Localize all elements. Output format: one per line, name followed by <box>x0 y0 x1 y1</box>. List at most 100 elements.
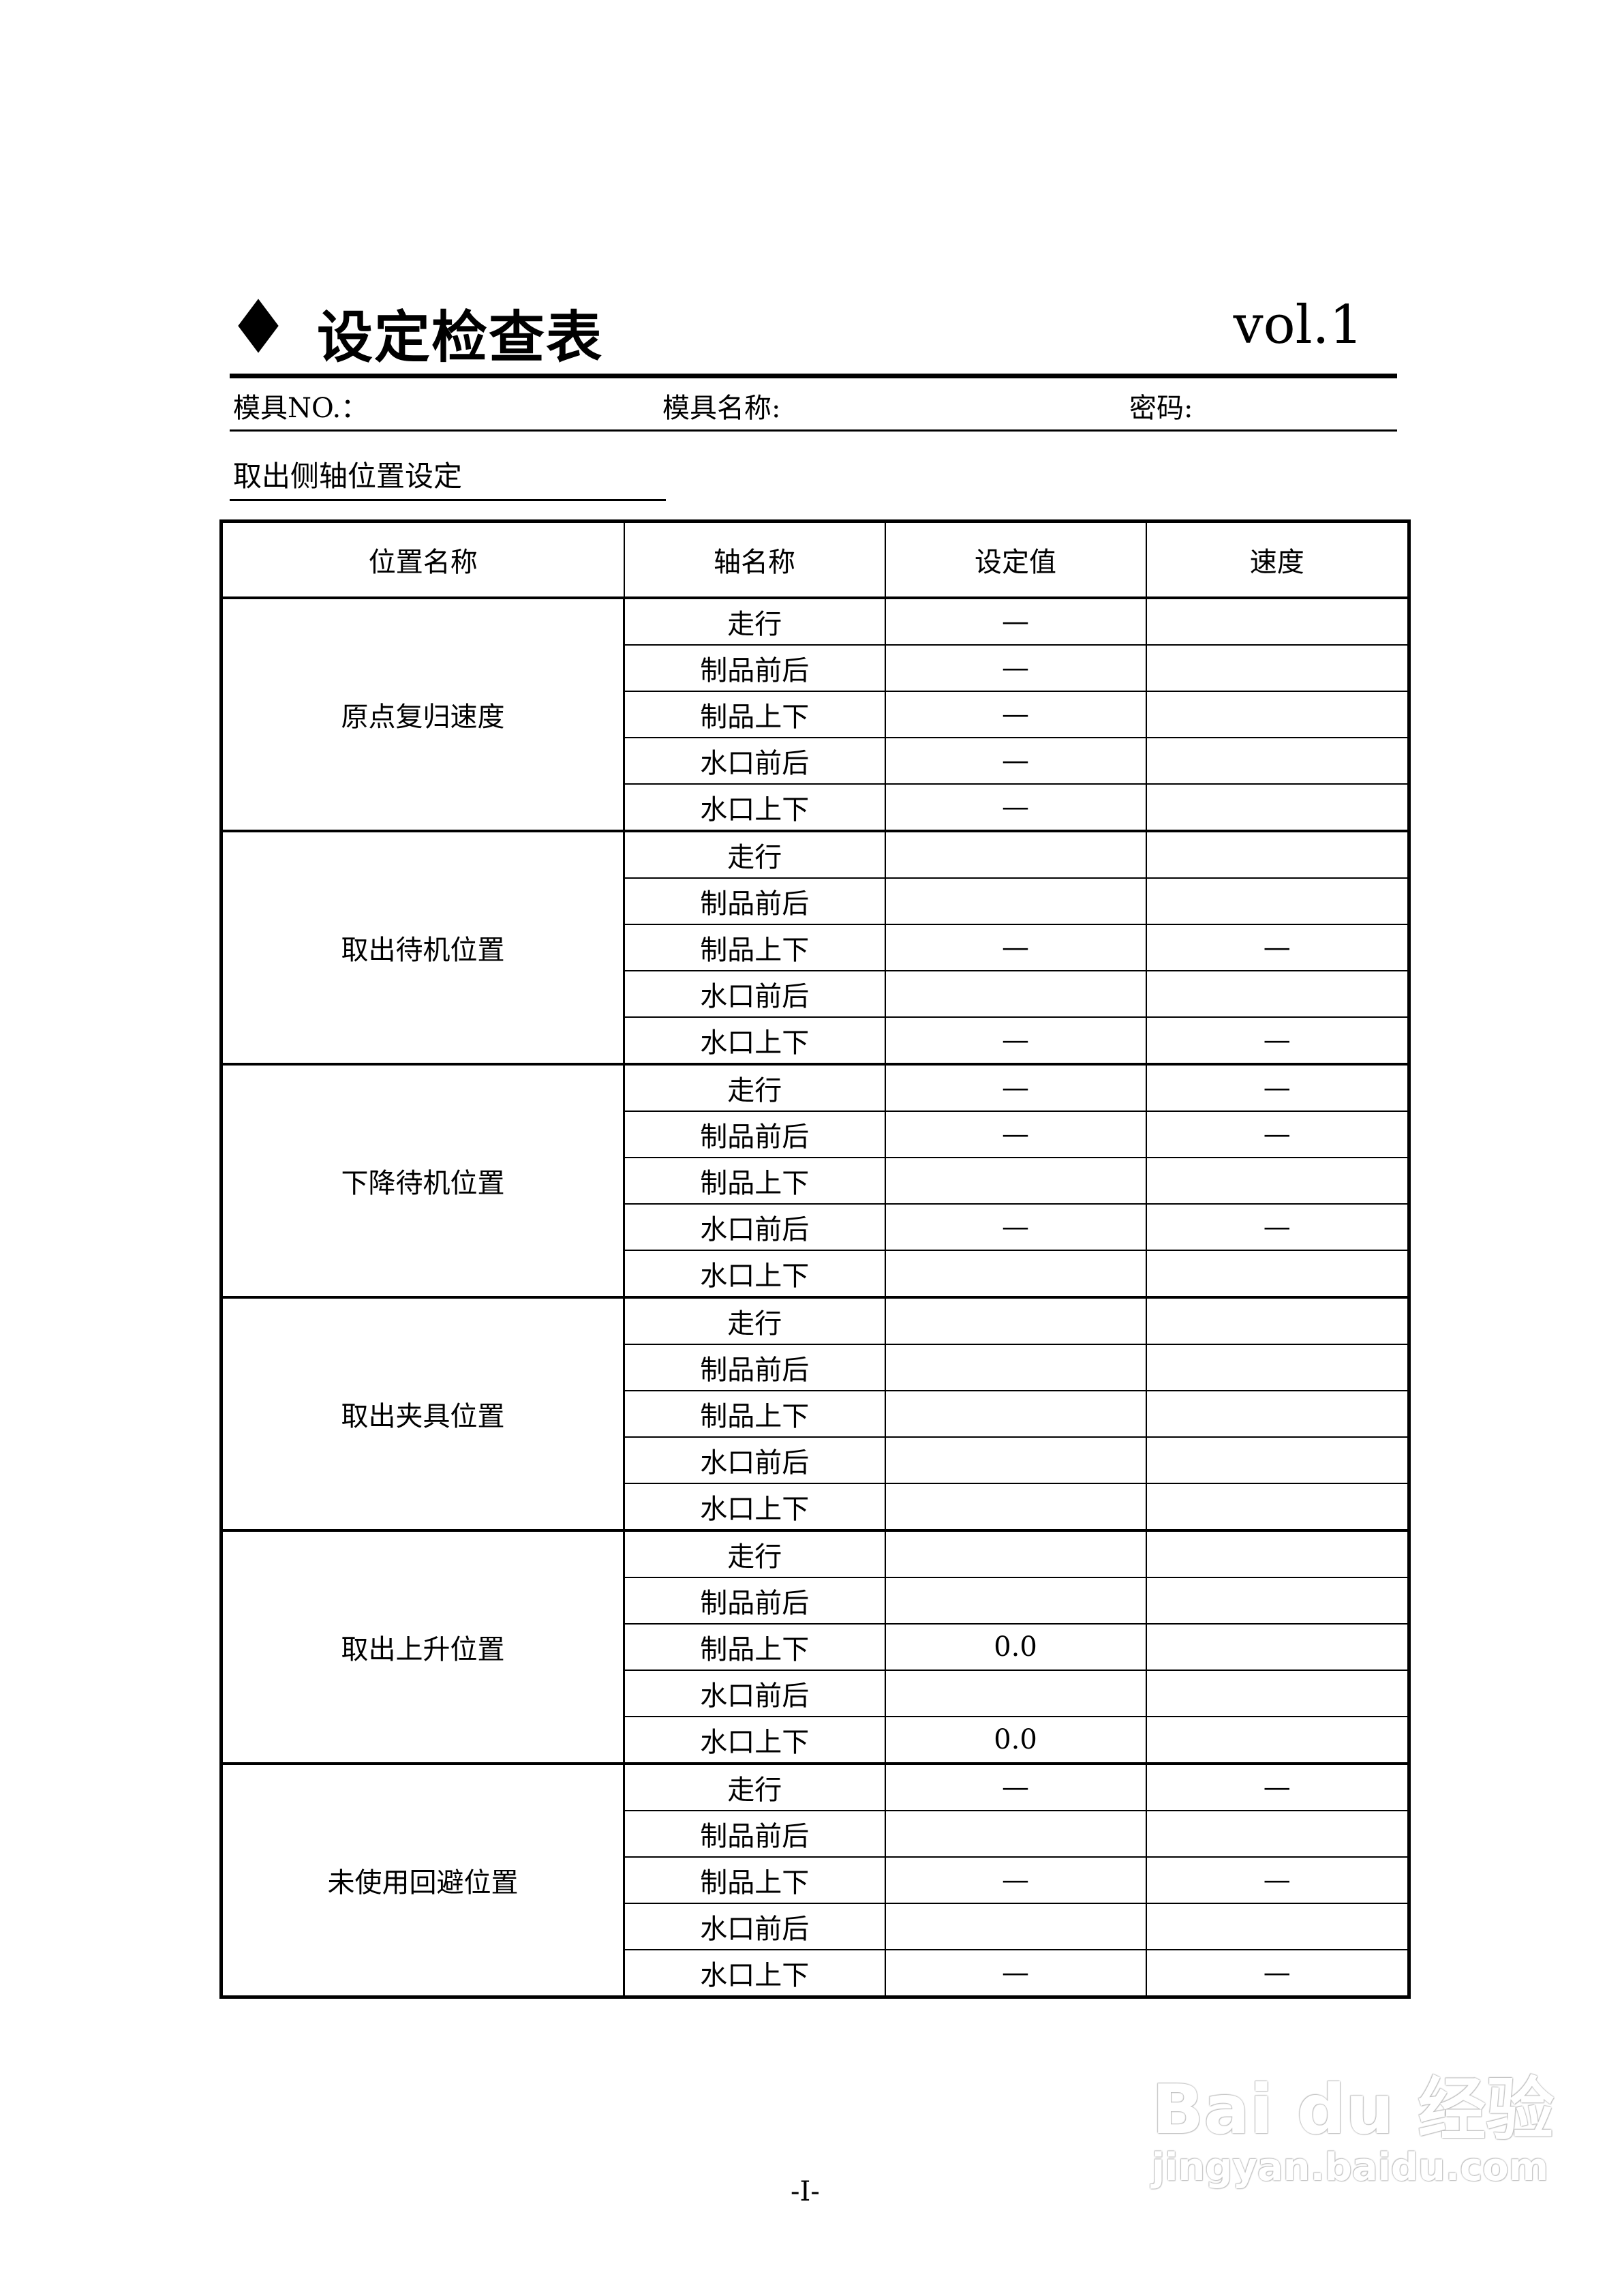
table-row: 水口上下 <box>221 1250 1410 1298</box>
table-row: 制品上下 <box>221 1157 1410 1205</box>
set-value-cell: — <box>884 691 1147 738</box>
watermark-logo-text: Bai du 经验 <box>1152 2070 1555 2149</box>
table-row: 水口上下 — — <box>221 1016 1410 1065</box>
set-value-cell: — <box>884 1111 1147 1158</box>
table-row: 水口前后 <box>221 1436 1410 1484</box>
position-name-cell: 未使用回避位置 <box>220 1762 625 1998</box>
table-row: 水口上下 — — <box>221 1949 1410 1998</box>
axis-name-cell: 水口上下 <box>623 1716 886 1764</box>
set-value-cell: — <box>884 924 1147 971</box>
table-row: 制品前后 <box>221 1344 1410 1391</box>
axis-name-cell: 水口前后 <box>623 1436 886 1484</box>
table-row: 取出夹具位置 走行 <box>220 1296 1410 1531</box>
set-value-cell <box>884 1810 1147 1858</box>
info-row: 模具NO.： 模具名称: 密码: <box>230 383 1397 427</box>
speed-cell <box>1145 1436 1410 1484</box>
table-row: 制品前后 — — <box>221 1111 1410 1158</box>
column-header-speed: 速度 <box>1145 520 1410 599</box>
position-name-cell: 取出夹具位置 <box>220 1296 625 1531</box>
set-value-cell <box>884 1529 1147 1578</box>
axis-name-cell: 走行 <box>623 1529 886 1578</box>
speed-cell <box>1145 1716 1410 1764</box>
table-row: 原点复归速度 走行 — <box>220 596 1410 832</box>
password-label: 密码: <box>1129 393 1193 424</box>
speed-cell <box>1145 1390 1410 1438</box>
table-row: 取出待机位置 走行 <box>220 830 1410 1065</box>
speed-cell <box>1145 1529 1410 1578</box>
axis-name-cell: 走行 <box>623 1063 886 1112</box>
table-row: 水口前后 <box>221 1670 1410 1717</box>
table-row: 制品前后 <box>221 1810 1410 1858</box>
position-name-cell: 下降待机位置 <box>220 1063 625 1298</box>
table-row: 制品上下 0.0 <box>221 1623 1410 1671</box>
set-value-cell: — <box>884 596 1147 646</box>
set-value-cell: — <box>884 1016 1147 1065</box>
table-row: 水口前后 — <box>221 737 1410 785</box>
set-value-cell <box>884 1344 1147 1391</box>
speed-cell <box>1145 1810 1410 1858</box>
table-row: 水口前后 <box>221 1903 1410 1950</box>
set-value-cell: 0.0 <box>884 1716 1147 1764</box>
speed-cell <box>1145 970 1410 1018</box>
position-name-cell: 取出待机位置 <box>220 830 625 1065</box>
watermark-url: jingyan.baidu.com <box>1152 2145 1549 2190</box>
set-value-cell: — <box>884 1762 1147 1811</box>
axis-name-cell: 水口前后 <box>623 737 886 785</box>
axis-name-cell: 水口前后 <box>623 1670 886 1717</box>
column-header-position: 位置名称 <box>220 520 625 599</box>
speed-cell <box>1145 1903 1410 1950</box>
axis-name-cell: 制品前后 <box>623 1111 886 1158</box>
axis-name-cell: 水口前后 <box>623 970 886 1018</box>
axis-name-cell: 制品前后 <box>623 1577 886 1625</box>
settings-table: 位置名称 轴名称 设定值 速度 原点复归速度 走行 — 制品前后 — 制品上下 — 水口前后 —… <box>219 519 1411 1999</box>
set-value-cell: 0.0 <box>884 1623 1147 1671</box>
set-value-cell <box>884 877 1147 925</box>
set-value-cell <box>884 1296 1147 1345</box>
version-label: vol.1 <box>1233 294 1363 356</box>
column-header-axis: 轴名称 <box>623 520 886 599</box>
speed-cell: — <box>1145 924 1410 971</box>
speed-cell <box>1145 1344 1410 1391</box>
axis-name-cell: 水口上下 <box>623 1949 886 1998</box>
speed-cell: — <box>1145 1949 1410 1998</box>
set-value-cell: — <box>884 783 1147 832</box>
axis-name-cell: 制品前后 <box>623 644 886 692</box>
axis-name-cell: 走行 <box>623 596 886 646</box>
axis-name-cell: 水口上下 <box>623 1016 886 1065</box>
set-value-cell <box>884 1577 1147 1625</box>
table-row: 水口上下 — <box>221 783 1410 832</box>
table-row: 制品前后 <box>221 877 1410 925</box>
axis-name-cell: 制品上下 <box>623 1390 886 1438</box>
table-row: 制品上下 — — <box>221 1856 1410 1904</box>
position-name-cell: 取出上升位置 <box>220 1529 625 1764</box>
table-row: 取出上升位置 走行 <box>220 1529 1410 1764</box>
axis-name-cell: 走行 <box>623 1296 886 1345</box>
table-row: 制品上下 — — <box>221 924 1410 971</box>
speed-cell: — <box>1145 1063 1410 1112</box>
table-row: 水口前后 — — <box>221 1203 1410 1251</box>
axis-name-cell: 水口上下 <box>623 1483 886 1531</box>
set-value-cell: — <box>884 1063 1147 1112</box>
axis-name-cell: 制品上下 <box>623 1623 886 1671</box>
table-row: 制品上下 <box>221 1390 1410 1438</box>
axis-name-cell: 制品前后 <box>623 1344 886 1391</box>
section-title: 取出侧轴位置设定 <box>233 459 463 493</box>
axis-name-cell: 制品上下 <box>623 691 886 738</box>
axis-name-cell: 水口上下 <box>623 783 886 832</box>
title-row: 设定检查表 vol.1 <box>230 280 1397 370</box>
speed-cell: — <box>1145 1203 1410 1251</box>
speed-cell <box>1145 1250 1410 1298</box>
speed-cell <box>1145 1296 1410 1345</box>
axis-name-cell: 水口前后 <box>623 1903 886 1950</box>
set-value-cell <box>884 1903 1147 1950</box>
speed-cell: — <box>1145 1111 1410 1158</box>
table-row: 制品前后 <box>221 1577 1410 1625</box>
page-title: 设定检查表 <box>317 305 604 370</box>
speed-cell <box>1145 596 1410 646</box>
axis-name-cell: 制品前后 <box>623 1810 886 1858</box>
page-number: -I- <box>791 2176 820 2207</box>
set-value-cell <box>884 1250 1147 1298</box>
speed-cell: — <box>1145 1016 1410 1065</box>
table-row: 水口上下 <box>221 1483 1410 1531</box>
axis-name-cell: 制品上下 <box>623 1157 886 1205</box>
